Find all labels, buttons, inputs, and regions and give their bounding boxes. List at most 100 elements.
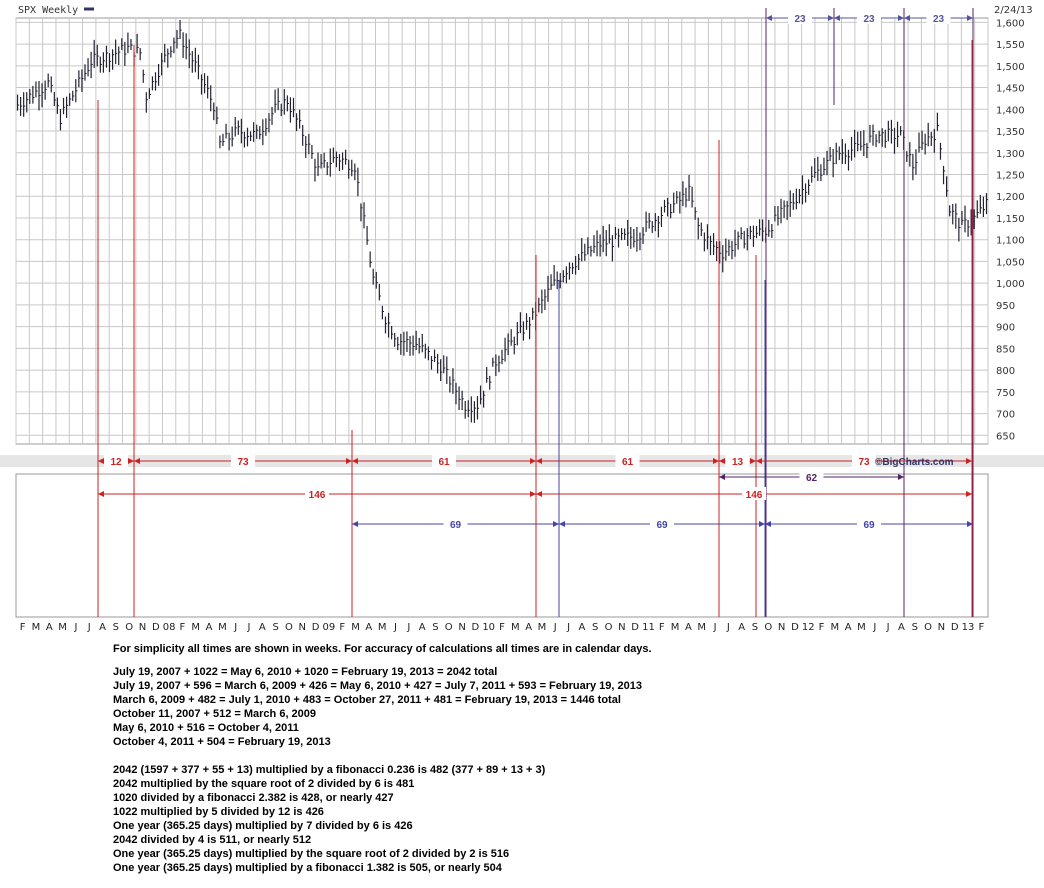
x-tick-label: 12 xyxy=(802,622,815,633)
x-tick-label: M xyxy=(218,622,227,633)
cycle-red-label: 12 xyxy=(110,457,122,468)
cycle-top-arrowhead xyxy=(766,15,772,21)
price-grid xyxy=(15,17,989,445)
x-tick-label: J xyxy=(566,622,570,633)
x-tick-label: N xyxy=(299,622,306,633)
cycle-red-label: 73 xyxy=(858,457,870,468)
cycle-blue-label-bg xyxy=(650,517,674,530)
cycle-blue-label: 69 xyxy=(656,520,668,531)
y-tick-label: 1,600 xyxy=(996,18,1025,29)
cycle-top-arrowhead xyxy=(834,15,840,21)
y-tick-label: 800 xyxy=(996,366,1015,377)
cycle-top-arrowhead xyxy=(898,15,904,21)
cycle-red-arrowhead xyxy=(750,458,756,464)
cycle-blue-label: 69 xyxy=(450,520,462,531)
x-tick-label: D xyxy=(472,622,480,633)
note-fib-line: One year (365.25 days) multiplied by a f… xyxy=(113,862,502,874)
cycle-red-long-arrowhead xyxy=(98,491,104,497)
x-tick-label: M xyxy=(378,622,387,633)
y-tick-label: 1,100 xyxy=(996,236,1025,247)
x-tick-label: O xyxy=(924,622,932,633)
cycle-annotations: 23 23 23 12 73 61 61 13 73 62 146 146 69 69 69 xyxy=(98,11,973,531)
x-tick-label: A xyxy=(845,622,852,633)
x-tick-label: F xyxy=(499,622,505,633)
x-tick-label: A xyxy=(419,622,426,633)
cycle-red-long-label: 146 xyxy=(309,490,326,501)
cycle-top-arrowhead xyxy=(828,15,834,21)
cycle-blue-label-bg xyxy=(857,517,881,530)
cycle-red-label: 73 xyxy=(237,457,249,468)
cycle-red-arrowhead xyxy=(346,458,352,464)
x-tick-label: A xyxy=(898,622,905,633)
x-tick-label: N xyxy=(618,622,625,633)
cycle-red-label-bg xyxy=(432,454,456,467)
x-tick-label: J xyxy=(886,622,890,633)
x-tick-label: A xyxy=(738,622,745,633)
x-tick-label: F xyxy=(978,622,984,633)
chart-title: SPX Weekly xyxy=(18,5,78,16)
note-date-line: October 4, 2011 + 504 = February 19, 201… xyxy=(113,736,331,748)
cycle-red-long-label-bg xyxy=(742,487,766,500)
x-tick-label: J xyxy=(73,622,77,633)
lower-panel-frame xyxy=(15,473,989,618)
x-tick-label: D xyxy=(791,622,799,633)
cycle-top-arrowhead xyxy=(967,15,973,21)
cycle-blue-label: 69 xyxy=(863,520,875,531)
cycle-top-label: 23 xyxy=(863,14,875,25)
x-tick-label: F xyxy=(819,622,825,633)
cycle-red-arrowhead xyxy=(134,458,140,464)
cycle-top-label-bg xyxy=(788,11,812,24)
x-tick-label: M xyxy=(511,622,520,633)
cycle-red-long-arrowhead xyxy=(530,491,536,497)
note-fib-line: 2042 (1597 + 377 + 55 + 13) multiplied b… xyxy=(113,764,546,776)
y-tick-label: 1,350 xyxy=(996,127,1025,138)
x-tick-label: J xyxy=(872,622,876,633)
cycle-red-label-bg xyxy=(231,454,255,467)
cycle-red-label-bg xyxy=(615,454,640,467)
x-tick-label: J xyxy=(393,622,397,633)
x-tick-label: F xyxy=(180,622,186,633)
x-tick-label: M xyxy=(538,622,547,633)
x-tick-label: A xyxy=(206,622,213,633)
x-tick-label: O xyxy=(125,622,133,633)
y-tick-label: 950 xyxy=(996,301,1015,312)
cycle-red-arrowhead xyxy=(536,458,542,464)
notes-block: For simplicity all times are shown in we… xyxy=(113,643,1033,875)
x-tick-label: S xyxy=(912,622,918,633)
cycle-top-label-bg xyxy=(926,11,951,24)
note-date-line: July 19, 2007 + 1022 = May 6, 2010 + 102… xyxy=(113,666,498,678)
note-fib-line: 1020 divided by a fibonacci 2.382 is 428… xyxy=(113,792,394,804)
x-tick-label: S xyxy=(272,622,278,633)
x-tick-label: M xyxy=(58,622,67,633)
y-axis: 650 700 750 800 850 900 950 1,000 1,050 1,100 1,15… xyxy=(996,18,1025,442)
x-tick-label: M xyxy=(671,622,680,633)
watermark: ©BigCharts.com xyxy=(875,457,954,468)
x-tick-label: 11 xyxy=(642,622,655,633)
cycle-red-arrowhead xyxy=(98,458,104,464)
note-fib-line: 2042 divided by 4 is 511, or nearly 512 xyxy=(113,834,312,846)
y-tick-label: 1,200 xyxy=(996,192,1025,203)
x-tick-label: 13 xyxy=(962,622,975,633)
x-tick-label: J xyxy=(726,622,730,633)
x-tick-label: A xyxy=(46,622,53,633)
x-tick-label: M xyxy=(857,622,866,633)
y-tick-label: 1,250 xyxy=(996,170,1025,181)
y-tick-label: 1,500 xyxy=(996,62,1025,73)
note-fib-line: One year (365.25 days) multiplied by 7 d… xyxy=(113,820,413,832)
x-tick-label: O xyxy=(445,622,453,633)
x-tick-label: A xyxy=(99,622,106,633)
cycle-red-label-bg xyxy=(104,454,128,467)
cycle-top-label-bg xyxy=(857,11,881,24)
cycle-blue-arrowhead xyxy=(352,521,358,527)
lower-panel xyxy=(15,473,989,618)
x-tick-label: J xyxy=(87,622,91,633)
note-date-line: March 6, 2009 + 482 = July 1, 2010 + 483… xyxy=(113,694,621,706)
cycle-top-label: 23 xyxy=(933,14,945,25)
note-fib-line: 1022 multiplied by 5 divided by 12 is 42… xyxy=(113,806,324,818)
y-tick-label: 650 xyxy=(996,431,1015,442)
x-tick-label: M xyxy=(831,622,840,633)
note-date-line: July 19, 2007 + 596 = March 6, 2009 + 42… xyxy=(113,680,643,692)
cycle-red-arrowhead xyxy=(966,458,972,464)
cycle-red-long-label: 146 xyxy=(746,490,763,501)
cycle-red-arrowhead xyxy=(719,458,725,464)
